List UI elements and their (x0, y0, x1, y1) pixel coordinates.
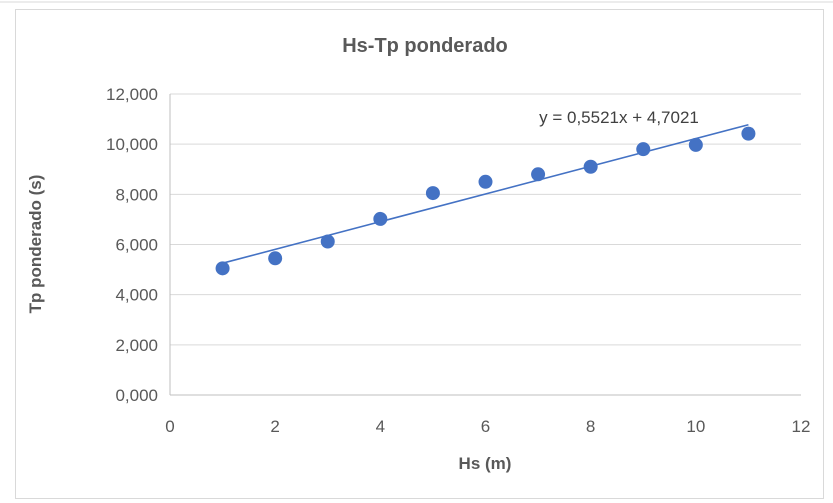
y-axis-label: Tp ponderado (s) (26, 175, 45, 314)
chart-border (15, 9, 824, 499)
y-tick-label: 10,000 (106, 135, 158, 154)
y-tick-label: 12,000 (106, 85, 158, 104)
data-point (373, 211, 388, 226)
data-point (688, 137, 703, 152)
y-axis-ticks: 0,000 2,000 4,000 6,000 8,000 10,000 12,000 (106, 85, 158, 405)
y-tick-label: 4,000 (115, 286, 158, 305)
data-point (320, 234, 335, 249)
data-point (215, 261, 230, 276)
x-axis-ticks: 0 2 4 6 8 10 12 (165, 417, 810, 436)
data-point (636, 142, 651, 157)
x-tick-label: 0 (165, 417, 174, 436)
trendline-equation: y = 0,5521x + 4,7021 (539, 108, 699, 127)
chart-title: Hs-Tp ponderado (342, 35, 508, 57)
data-points (215, 126, 756, 276)
data-point (531, 167, 546, 182)
data-point (583, 159, 598, 174)
y-tick-label: 6,000 (115, 236, 158, 255)
data-point (741, 126, 756, 141)
x-axis-label: Hs (m) (459, 454, 512, 473)
data-point (425, 186, 440, 201)
x-tick-label: 8 (586, 417, 595, 436)
x-tick-label: 6 (481, 417, 490, 436)
y-tick-label: 2,000 (115, 336, 158, 355)
data-point (478, 174, 493, 189)
x-tick-label: 10 (686, 417, 705, 436)
x-tick-label: 12 (792, 417, 811, 436)
trendline (222, 123, 749, 264)
x-tick-label: 4 (376, 417, 385, 436)
y-tick-label: 8,000 (115, 185, 158, 204)
y-tick-label: 0,000 (115, 386, 158, 405)
data-point (268, 251, 283, 266)
x-tick-label: 2 (270, 417, 279, 436)
